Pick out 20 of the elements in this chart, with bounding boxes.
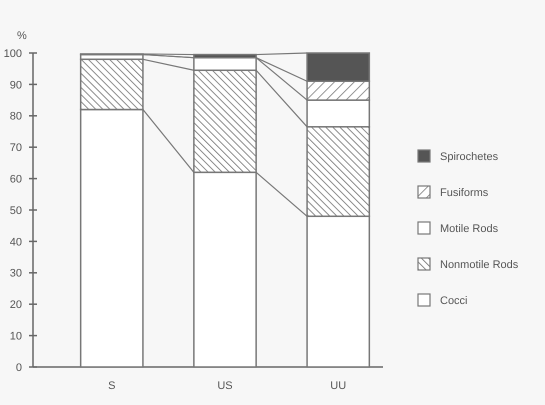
x-tick-label: UU [330, 380, 346, 392]
y-tick-label: 100 [4, 48, 22, 60]
y-tick-label: 10 [10, 330, 22, 342]
y-tick-label: 70 [10, 142, 22, 154]
y-tick-label: 80 [10, 110, 22, 123]
y-tick-label: 40 [10, 236, 22, 248]
y-tick-label: 20 [10, 299, 22, 312]
x-tick-label: S [108, 380, 116, 392]
x-tick-label: US [217, 380, 233, 392]
y-tick-label: 50 [10, 204, 22, 217]
y-tick-label: 60 [10, 173, 22, 186]
y-tick-label: 90 [10, 79, 22, 92]
legend-label: Motile Rods [440, 222, 499, 235]
y-tick-label: 30 [10, 268, 22, 280]
legend-label: Spirochetes [440, 150, 499, 163]
legend-label: Fusiforms [440, 186, 489, 199]
legend-label: Nonmotile Rods [440, 258, 519, 271]
legend-label: Cocci [440, 294, 468, 307]
y-axis-title: % [17, 30, 27, 42]
y-tick-label: 0 [16, 362, 22, 374]
